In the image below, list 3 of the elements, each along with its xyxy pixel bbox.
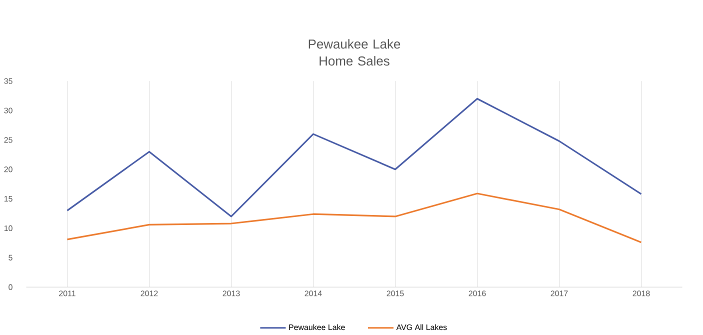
- line-series: [66, 98, 642, 218]
- line-series: [66, 192, 642, 243]
- chart-title: Pewaukee Lake Home Sales: [308, 38, 400, 66]
